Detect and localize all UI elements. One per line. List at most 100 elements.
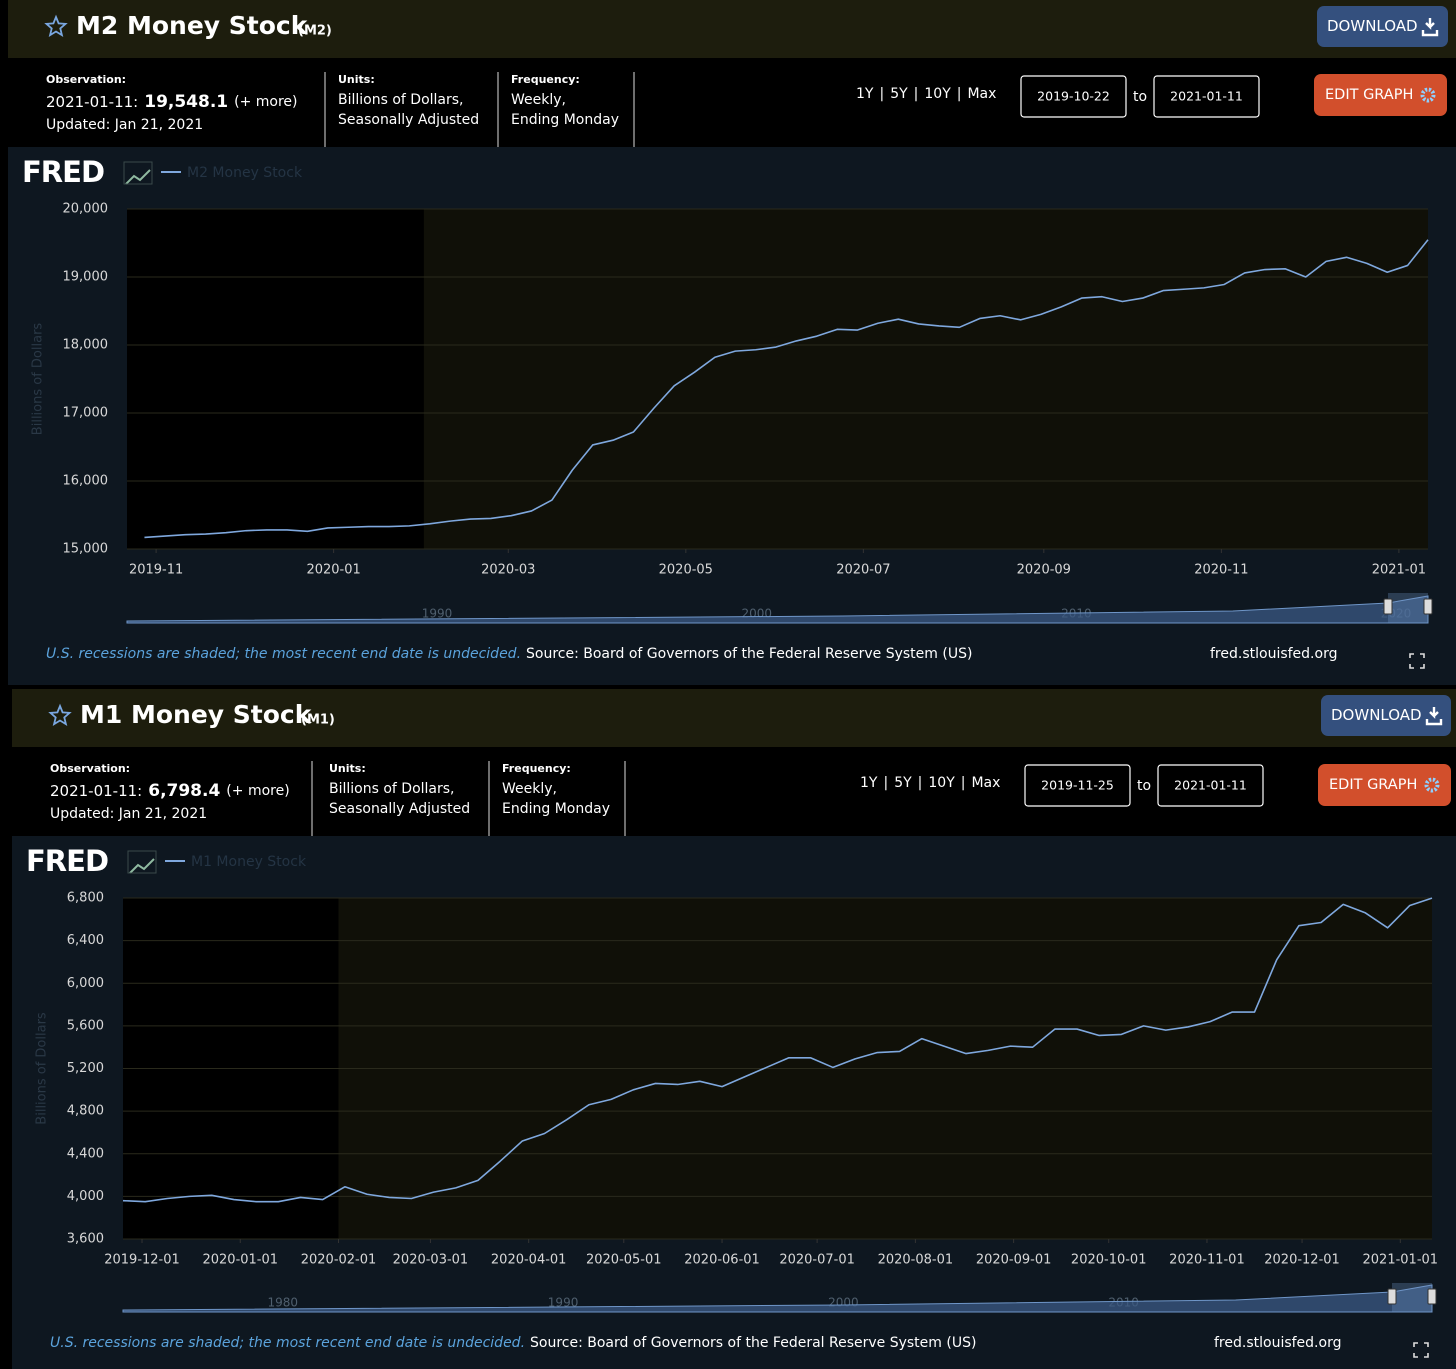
y-tick-label: 15,000 bbox=[63, 542, 109, 557]
range-button[interactable]: Max bbox=[967, 86, 996, 102]
fred-logo-icon bbox=[125, 169, 151, 185]
units-label: Units: bbox=[338, 73, 375, 86]
y-tick-label: 6,400 bbox=[67, 933, 104, 948]
range-separator: | bbox=[957, 86, 962, 102]
updated-date: Updated: Jan 21, 2021 bbox=[46, 117, 203, 133]
date-input-value: 2019-10-22 bbox=[1037, 89, 1110, 104]
range-button[interactable]: 5Y bbox=[890, 86, 908, 102]
y-tick-label: 16,000 bbox=[63, 474, 109, 489]
date-input[interactable] bbox=[1153, 75, 1260, 118]
y-tick-label: 17,000 bbox=[63, 406, 109, 421]
x-tick-label: 2021-01 bbox=[1372, 563, 1426, 578]
download-button[interactable] bbox=[1317, 6, 1448, 47]
navigator-handle[interactable] bbox=[1383, 598, 1393, 615]
range-button[interactable]: 1Y bbox=[860, 775, 878, 791]
x-tick-label: 2020-01-01 bbox=[202, 1253, 278, 1268]
range-separator: | bbox=[961, 775, 966, 791]
units-line: Billions of Dollars, bbox=[338, 92, 464, 108]
date-input[interactable] bbox=[1024, 764, 1131, 807]
navigator-handle[interactable] bbox=[1423, 598, 1433, 615]
y-tick-label: 4,800 bbox=[67, 1104, 104, 1119]
date-input-value: 2019-11-25 bbox=[1041, 778, 1114, 793]
units-label: Units: bbox=[329, 762, 366, 775]
x-tick-label: 2020-07-01 bbox=[779, 1253, 855, 1268]
navigator-handle[interactable] bbox=[1427, 1288, 1437, 1305]
navigator-area bbox=[126, 595, 1429, 624]
units-line: Billions of Dollars, bbox=[329, 781, 455, 797]
units-line: Seasonally Adjusted bbox=[338, 112, 479, 128]
download-button[interactable] bbox=[1321, 695, 1451, 736]
observation-more: (+ more) bbox=[234, 94, 297, 110]
download-icon bbox=[1421, 18, 1439, 37]
y-tick-label: 18,000 bbox=[63, 338, 109, 353]
legend-label: M2 Money Stock bbox=[187, 165, 303, 181]
observation-date: 2021-01-11: bbox=[46, 93, 138, 111]
frequency-label: Frequency: bbox=[511, 73, 580, 86]
fred-logo-icon-frame bbox=[123, 161, 153, 185]
range-separator: | bbox=[879, 86, 884, 102]
range-selector: 1Y | 5Y | 10Y | Max bbox=[856, 86, 996, 102]
header-bar bbox=[8, 0, 1456, 58]
observation-line: 2021-01-11: 19,548.1 (+ more) bbox=[46, 92, 298, 112]
frequency-line: Weekly, bbox=[511, 92, 566, 108]
recession-note: U.S. recessions are shaded; the most rec… bbox=[50, 1335, 525, 1351]
observation-line: 2021-01-11: 6,798.4 (+ more) bbox=[50, 781, 290, 801]
navigator-tick-label: 1990 bbox=[548, 1296, 579, 1310]
x-tick-label: 2019-11 bbox=[129, 563, 183, 578]
x-tick-label: 2020-05 bbox=[659, 563, 713, 578]
y-tick-label: 19,000 bbox=[63, 270, 109, 285]
range-separator: | bbox=[918, 775, 923, 791]
range-button[interactable]: 10Y bbox=[924, 86, 951, 102]
navigator-area bbox=[122, 1284, 1433, 1313]
observation-label: Observation: bbox=[46, 73, 126, 86]
date-input-value: 2021-01-11 bbox=[1174, 778, 1247, 793]
range-button[interactable]: 10Y bbox=[928, 775, 955, 791]
y-tick-label: 6,000 bbox=[67, 976, 104, 991]
range-button[interactable]: 1Y bbox=[856, 86, 874, 102]
navigator-window[interactable] bbox=[1388, 593, 1428, 623]
fred-logo-icon-frame bbox=[127, 850, 157, 874]
fullscreen-icon[interactable] bbox=[1409, 653, 1425, 669]
y-tick-label: 6,800 bbox=[67, 891, 104, 906]
edit-graph-button[interactable] bbox=[1314, 74, 1447, 116]
frequency-line: Ending Monday bbox=[502, 801, 610, 817]
favorite-star[interactable] bbox=[48, 703, 72, 726]
x-tick-label: 2020-09 bbox=[1017, 563, 1071, 578]
y-tick-label: 4,400 bbox=[67, 1146, 104, 1161]
date-to: to bbox=[1133, 89, 1147, 105]
frequency-line: Weekly, bbox=[502, 781, 557, 797]
range-button[interactable]: Max bbox=[971, 775, 1000, 791]
favorite-star[interactable] bbox=[44, 14, 68, 37]
source-url[interactable]: fred.stlouisfed.org bbox=[1210, 646, 1337, 662]
series-title: M1 Money Stock bbox=[80, 700, 313, 729]
gear-icon bbox=[1420, 87, 1436, 103]
x-tick-label: 2020-12-01 bbox=[1264, 1253, 1340, 1268]
navigator-handle[interactable] bbox=[1387, 1288, 1397, 1305]
updated-date: Updated: Jan 21, 2021 bbox=[50, 806, 207, 822]
x-tick-label: 2020-10-01 bbox=[1071, 1253, 1147, 1268]
range-selector: 1Y | 5Y | 10Y | Max bbox=[860, 775, 1000, 791]
fullscreen-icon[interactable] bbox=[1413, 1342, 1429, 1358]
observation-date: 2021-01-11: bbox=[50, 782, 142, 800]
navigator-window[interactable] bbox=[1392, 1283, 1432, 1312]
edit-graph-button[interactable] bbox=[1318, 764, 1451, 806]
recession-shading bbox=[423, 209, 1428, 549]
range-button[interactable]: 5Y bbox=[894, 775, 912, 791]
date-input[interactable] bbox=[1020, 75, 1127, 118]
x-tick-label: 2020-09-01 bbox=[976, 1253, 1052, 1268]
x-tick-label: 2020-03 bbox=[481, 563, 535, 578]
source-url[interactable]: fred.stlouisfed.org bbox=[1214, 1335, 1341, 1351]
data-line bbox=[144, 239, 1429, 539]
x-tick-label: 2020-05-01 bbox=[586, 1253, 662, 1268]
header-bar bbox=[12, 689, 1456, 747]
fred-logo-icon bbox=[129, 858, 155, 874]
y-axis-title: Billions of Dollars bbox=[31, 323, 46, 436]
series-id: (M1) bbox=[301, 713, 335, 728]
observation-label: Observation: bbox=[50, 762, 130, 775]
date-to: to bbox=[1137, 778, 1151, 794]
x-tick-label: 2020-06-01 bbox=[684, 1253, 760, 1268]
date-input[interactable] bbox=[1157, 764, 1264, 807]
observation-value: 6,798.4 bbox=[148, 781, 220, 801]
